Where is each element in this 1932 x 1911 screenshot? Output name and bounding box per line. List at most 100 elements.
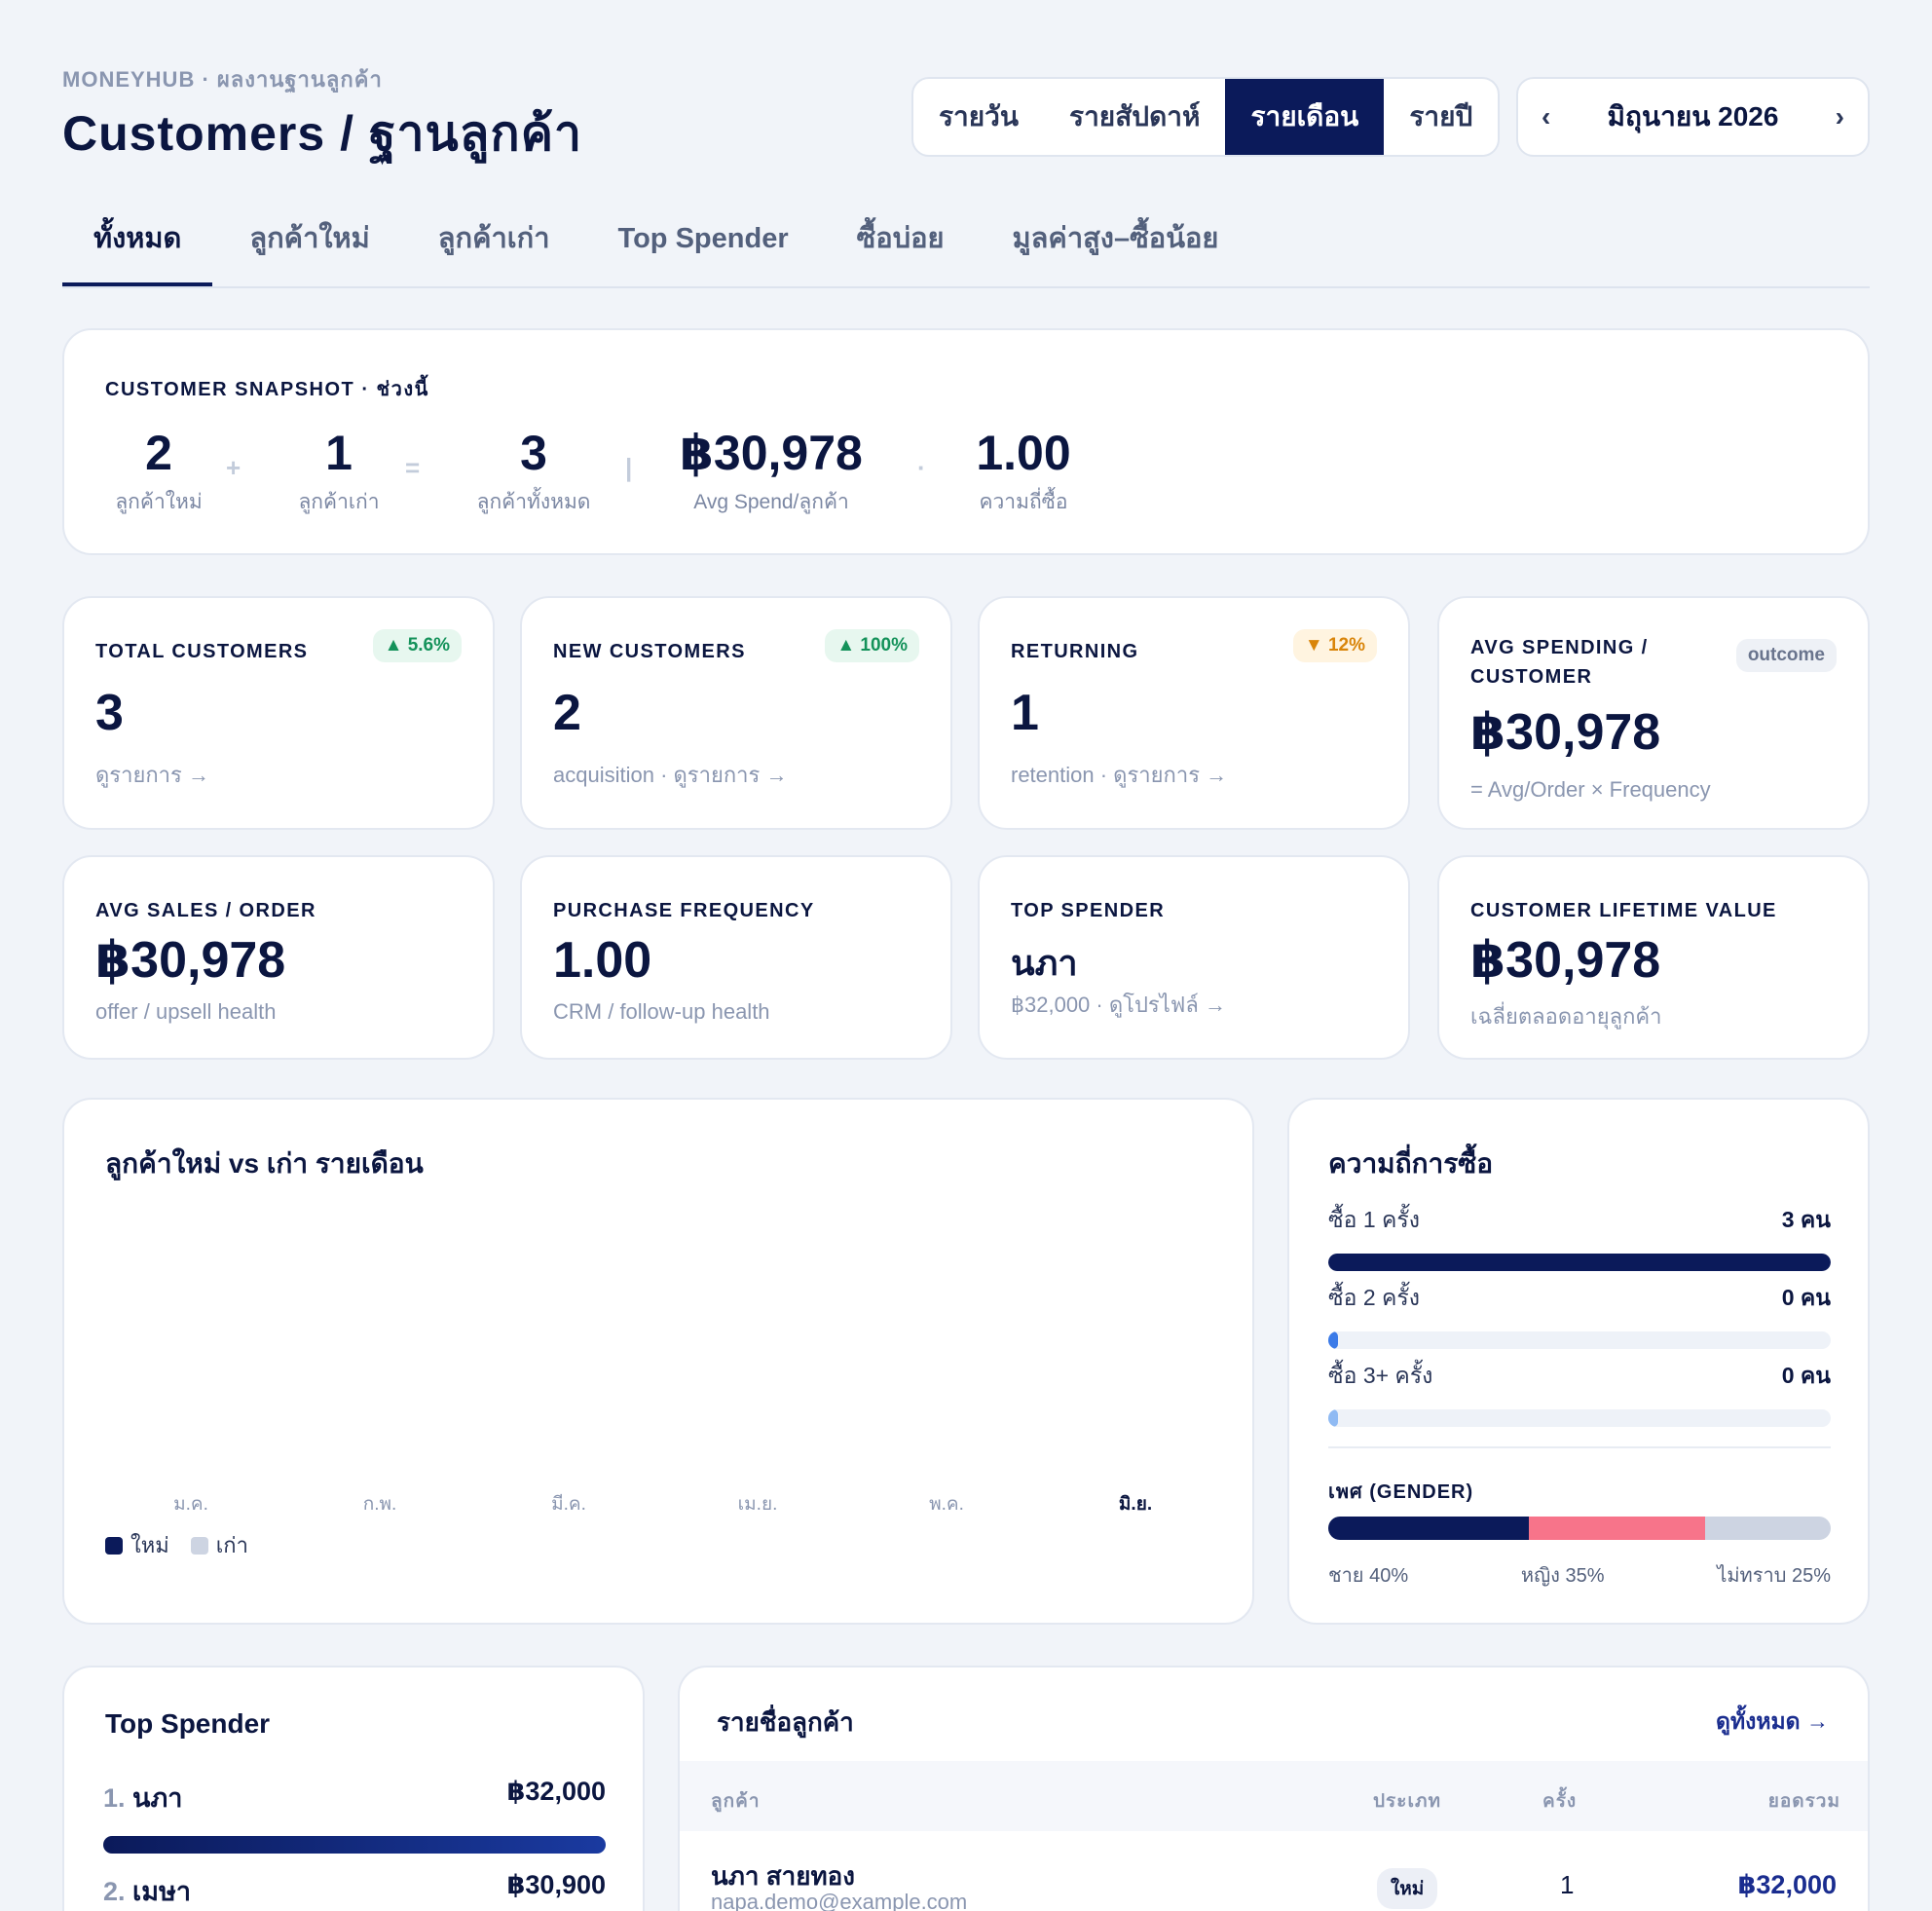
kpi-sub: เฉลี่ยตลอดอายุลูกค้า — [1470, 1004, 1662, 1029]
period-switcher: รายวัน รายสัปดาห์ รายเดือน รายปี — [911, 77, 1501, 157]
kpi-formula: = Avg/Order × Frequency — [1470, 777, 1711, 802]
snapshot-returning: 1 ลูกค้าเก่า — [280, 424, 397, 518]
view-all-link[interactable]: ดูทั้งหมด → — [1716, 1708, 1829, 1734]
frequency-row: ซื้อ 3+ ครั้ง 0 คน — [1328, 1359, 1831, 1427]
kpi-view-list-link[interactable]: ดูรายการ → — [95, 763, 209, 787]
column-header-times[interactable]: ครั้ง — [1542, 1791, 1578, 1812]
top-spender-row[interactable]: 1. นภา ฿32,000 — [103, 1777, 606, 1854]
kpi-avg-spending: AVG SPENDING / CUSTOMER outcome ฿30,978 … — [1437, 596, 1870, 830]
equals-icon: = — [405, 453, 421, 482]
column-header-customer[interactable]: ลูกค้า — [711, 1791, 761, 1812]
purchase-frequency-card: ความถี่การซื้อ ซื้อ 1 ครั้ง 3 คน ซื้อ 2 … — [1287, 1098, 1870, 1625]
kpi-value: 3 — [95, 685, 124, 741]
snapshot-frequency-value: 1.00 — [976, 426, 1071, 480]
gender-labels: ชาย 40% หญิง 35% ไม่ทราบ 25% — [1328, 1559, 1831, 1591]
kpi-label: TOTAL CUSTOMERS — [95, 641, 309, 662]
kpi-total-customers[interactable]: TOTAL CUSTOMERS ▲ 5.6% 3 ดูรายการ → — [62, 596, 495, 830]
outcome-badge: outcome — [1735, 639, 1837, 672]
kpi-label: AVG SALES / ORDER — [95, 900, 316, 921]
legend-item-new: ใหม่ — [105, 1528, 169, 1562]
tab-all[interactable]: ทั้งหมด — [62, 206, 213, 286]
chart-title: ลูกค้าใหม่ vs เก่า รายเดือน — [105, 1148, 424, 1179]
kpi-customer-lifetime-value: CUSTOMER LIFETIME VALUE ฿30,978 เฉลี่ยตล… — [1437, 855, 1870, 1060]
customer-email: napa.demo@example.com — [711, 1890, 968, 1911]
chevron-left-icon[interactable]: ‹ — [1542, 101, 1551, 131]
chevron-right-icon[interactable]: › — [1835, 101, 1844, 131]
kpi-value: นภา — [1011, 943, 1078, 983]
kpi-view-list-link[interactable]: acquisition · ดูรายการ → — [553, 763, 788, 787]
kpi-value: 1.00 — [553, 932, 652, 989]
frequency-row: ซื้อ 2 ครั้ง 0 คน — [1328, 1281, 1831, 1349]
view-profile-link[interactable]: ฿32,000 · ดูโปรไฟล์ → — [1011, 993, 1226, 1017]
period-yearly-button[interactable]: รายปี — [1409, 101, 1473, 131]
month-tick-apr: เม.ย. — [737, 1494, 778, 1515]
gender-unknown-label: ไม่ทราบ 25% — [1717, 1565, 1831, 1587]
month-tick-mar: มี.ค. — [551, 1494, 586, 1515]
snapshot-frequency: 1.00 ความถี่ซื้อ — [960, 424, 1087, 518]
kpi-value: 2 — [553, 685, 581, 741]
kpi-sub: offer / upsell health — [95, 999, 277, 1024]
page-title: Customers / ฐานลูกค้า — [62, 106, 583, 161]
chart-legend: ใหม่ เก่า — [105, 1528, 248, 1562]
trend-up-badge: ▲ 100% — [825, 629, 919, 662]
snapshot-returning-label: ลูกค้าเก่า — [298, 491, 380, 513]
column-header-type[interactable]: ประเภท — [1373, 1791, 1442, 1812]
snapshot-total-value: 3 — [520, 426, 547, 480]
month-tick-jan: ม.ค. — [173, 1494, 208, 1515]
divider — [1328, 1446, 1831, 1448]
kpi-value: ฿30,978 — [1470, 704, 1661, 761]
kpi-new-customers[interactable]: NEW CUSTOMERS ▲ 100% 2 acquisition · ดูร… — [520, 596, 952, 830]
gender-male-segment — [1328, 1517, 1530, 1540]
snapshot-total-label: ลูกค้าทั้งหมด — [476, 491, 591, 513]
separator-divider: | — [625, 453, 633, 482]
snapshot-avg: ฿30,978 Avg Spend/ลูกค้า — [664, 424, 878, 518]
customer-name: นภา สายทอง — [711, 1861, 855, 1891]
column-header-total[interactable]: ยอดรวม — [1767, 1791, 1840, 1812]
month-tick-feb: ก.พ. — [362, 1494, 397, 1515]
kpi-value: 1 — [1011, 685, 1039, 741]
customer-list-title: รายชื่อลูกค้า — [717, 1707, 854, 1737]
customer-total: ฿32,000 — [1737, 1870, 1837, 1899]
kpi-label: TOP SPENDER — [1011, 900, 1166, 921]
kpi-sub: CRM / follow-up health — [553, 999, 770, 1024]
plus-icon: + — [226, 453, 242, 482]
kpi-top-spender[interactable]: TOP SPENDER นภา ฿32,000 · ดูโปรไฟล์ → — [978, 855, 1410, 1060]
tab-new-customers[interactable]: ลูกค้าใหม่ — [249, 223, 370, 254]
new-vs-returning-chart-card: ลูกค้าใหม่ vs เก่า รายเดือน ม.ค. ก.พ. มี… — [62, 1098, 1254, 1625]
snapshot-avg-label: Avg Spend/ลูกค้า — [693, 491, 849, 513]
kpi-avg-sales-order: AVG SALES / ORDER ฿30,978 offer / upsell… — [62, 855, 495, 1060]
kpi-returning[interactable]: RETURNING ▼ 12% 1 retention · ดูรายการ → — [978, 596, 1410, 830]
month-tick-may: พ.ค. — [929, 1494, 964, 1515]
trend-up-badge: ▲ 5.6% — [372, 629, 462, 662]
top-spender-title: Top Spender — [105, 1708, 271, 1739]
kpi-view-list-link[interactable]: retention · ดูรายการ → — [1011, 763, 1228, 787]
gender-female-label: หญิง 35% — [1520, 1565, 1605, 1587]
gender-bar — [1328, 1517, 1831, 1540]
top-spender-row[interactable]: 2. เมษา ฿30,900 — [103, 1870, 606, 1906]
kpi-label: NEW CUSTOMERS — [553, 641, 746, 662]
period-daily-button[interactable]: รายวัน — [939, 101, 1020, 131]
kpi-label: AVG SPENDING / CUSTOMER — [1470, 637, 1649, 688]
month-tick-jun: มิ.ย. — [1118, 1494, 1153, 1515]
tab-high-value-low-frequency[interactable]: มูลค่าสูง–ซื้อน้อย — [1012, 223, 1219, 254]
period-weekly-button[interactable]: รายสัปดาห์ — [1069, 101, 1201, 131]
tab-top-spender[interactable]: Top Spender — [617, 223, 789, 254]
period-monthly-button[interactable]: รายเดือน — [1225, 79, 1385, 155]
customer-times: 1 — [1560, 1870, 1575, 1899]
snapshot-returning-value: 1 — [325, 426, 353, 480]
table-header: ลูกค้า ประเภท ครั้ง ยอดรวม — [680, 1761, 1868, 1831]
legend-item-returning: เก่า — [190, 1528, 248, 1562]
tab-returning-customers[interactable]: ลูกค้าเก่า — [437, 223, 550, 254]
breadcrumb: MONEYHUB · ผลงานฐานลูกค้า — [62, 67, 383, 92]
snapshot-total: 3 ลูกค้าทั้งหมด — [465, 424, 602, 518]
snapshot-new-value: 2 — [145, 426, 172, 480]
kpi-label: RETURNING — [1011, 641, 1139, 662]
trend-down-badge: ▼ 12% — [1292, 629, 1377, 662]
kpi-purchase-frequency: PURCHASE FREQUENCY 1.00 CRM / follow-up … — [520, 855, 952, 1060]
customer-list-card: รายชื่อลูกค้า ดูทั้งหมด → ลูกค้า ประเภท … — [678, 1666, 1870, 1911]
gender-male-label: ชาย 40% — [1328, 1565, 1409, 1587]
frequency-row: ซื้อ 1 ครั้ง 3 คน — [1328, 1203, 1831, 1271]
kpi-value: ฿30,978 — [95, 932, 286, 989]
tab-frequent[interactable]: ซื้อบ่อย — [856, 223, 945, 254]
gender-title: เพศ (GENDER) — [1328, 1481, 1474, 1503]
